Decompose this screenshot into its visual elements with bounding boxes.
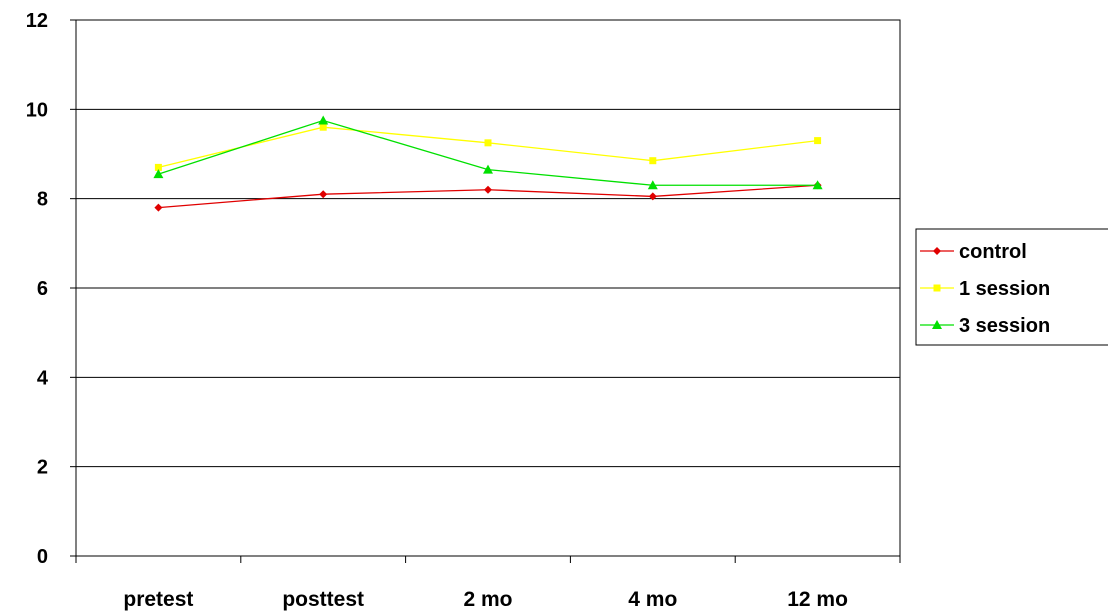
y-tick-label: 6 <box>37 278 48 300</box>
series-control <box>154 181 822 212</box>
x-tick-label: posttest <box>282 588 364 611</box>
y-tick-label: 0 <box>37 546 48 568</box>
legend: control 1 session 3 session <box>915 228 1108 346</box>
legend-label: 1 session <box>959 278 1050 300</box>
x-tick-label: pretest <box>123 588 193 611</box>
data-point-marker <box>483 164 493 174</box>
data-point-marker <box>154 203 163 212</box>
legend-item: 1 session <box>920 278 1050 300</box>
series-1-session <box>154 123 822 171</box>
series-3-session <box>153 115 823 190</box>
data-point-marker <box>814 137 822 145</box>
y-tick-label: 4 <box>37 367 49 389</box>
data-point-marker <box>648 192 657 201</box>
data-point-marker <box>484 185 492 194</box>
data-point-marker <box>318 115 329 125</box>
x-tick-label: 12 mo <box>787 588 848 611</box>
gridlines <box>76 19 900 468</box>
data-point-marker <box>933 247 941 255</box>
data-point-marker <box>812 180 823 190</box>
series-line <box>158 126 818 169</box>
legend-label: 3 session <box>959 315 1050 337</box>
series-group <box>153 115 823 212</box>
data-point-marker <box>647 180 658 190</box>
legend-box <box>915 228 1108 346</box>
x-tick-label: 2 mo <box>463 588 512 611</box>
legend-item: 3 session <box>920 315 1050 337</box>
data-point-marker <box>649 157 657 165</box>
data-point-marker <box>933 284 941 292</box>
x-axis-ticks: pretest posttest 2 mo 4 mo 12 mo <box>75 556 901 611</box>
data-point-marker <box>319 190 328 199</box>
data-point-marker <box>153 169 164 179</box>
data-point-marker <box>154 163 162 171</box>
legend-label: control <box>959 241 1027 263</box>
legend-item: control <box>920 241 1027 263</box>
data-point-marker <box>932 320 942 329</box>
y-tick-label: 10 <box>26 99 48 121</box>
data-point-marker <box>319 123 327 131</box>
data-point-marker <box>484 139 492 147</box>
y-axis-ticks: 0 2 4 6 8 10 12 <box>26 10 76 568</box>
x-tick-label: 4 mo <box>628 588 677 611</box>
y-tick-label: 8 <box>37 189 48 211</box>
y-tick-label: 2 <box>37 457 48 479</box>
y-tick-label: 12 <box>26 10 48 32</box>
